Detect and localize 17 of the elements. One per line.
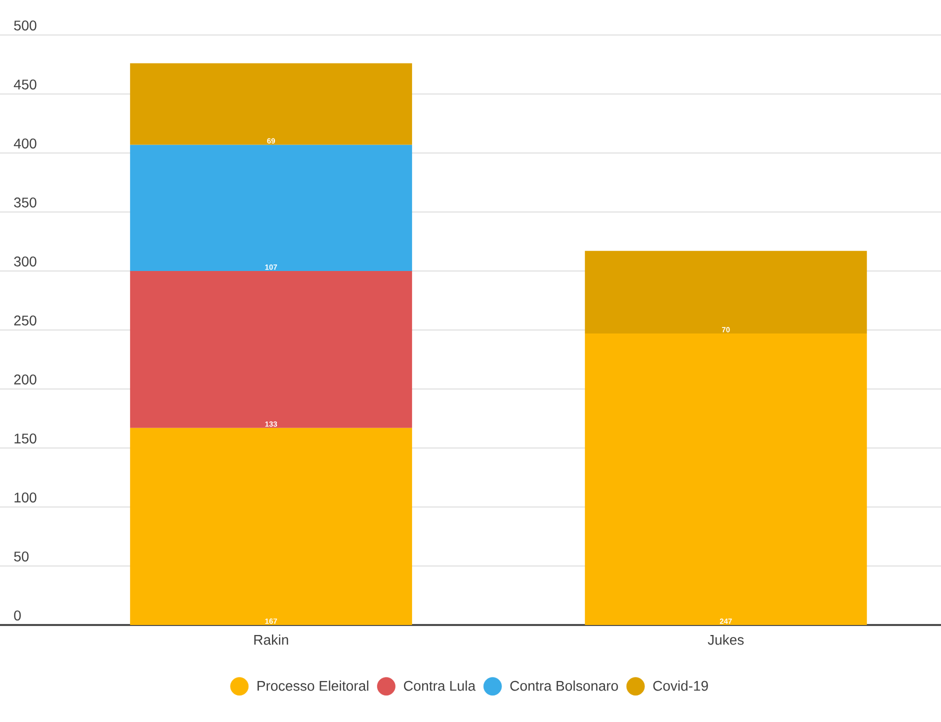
y-tick-label: 450 bbox=[14, 80, 36, 90]
y-tick-label: 400 bbox=[14, 138, 36, 148]
legend-label: Covid-19 bbox=[653, 680, 708, 691]
y-tick-label: 500 bbox=[14, 20, 36, 30]
x-tick-label: Jukes bbox=[708, 634, 744, 645]
y-tick-label: 0 bbox=[14, 610, 21, 620]
legend-label: Processo Eleitoral bbox=[258, 680, 368, 691]
y-tick-label: 200 bbox=[14, 374, 36, 384]
legend-label: Contra Bolsonaro bbox=[510, 680, 618, 691]
y-tick-label: 350 bbox=[14, 198, 36, 208]
legend-label: Contra Lula bbox=[404, 680, 476, 691]
y-tick-label: 250 bbox=[14, 316, 36, 326]
y-tick-label: 50 bbox=[14, 552, 29, 562]
y-tick-label: 150 bbox=[14, 434, 36, 444]
y-tick-label: 100 bbox=[14, 492, 36, 502]
x-tick-label: Rakin bbox=[254, 634, 288, 645]
y-tick-label: 300 bbox=[14, 256, 36, 266]
